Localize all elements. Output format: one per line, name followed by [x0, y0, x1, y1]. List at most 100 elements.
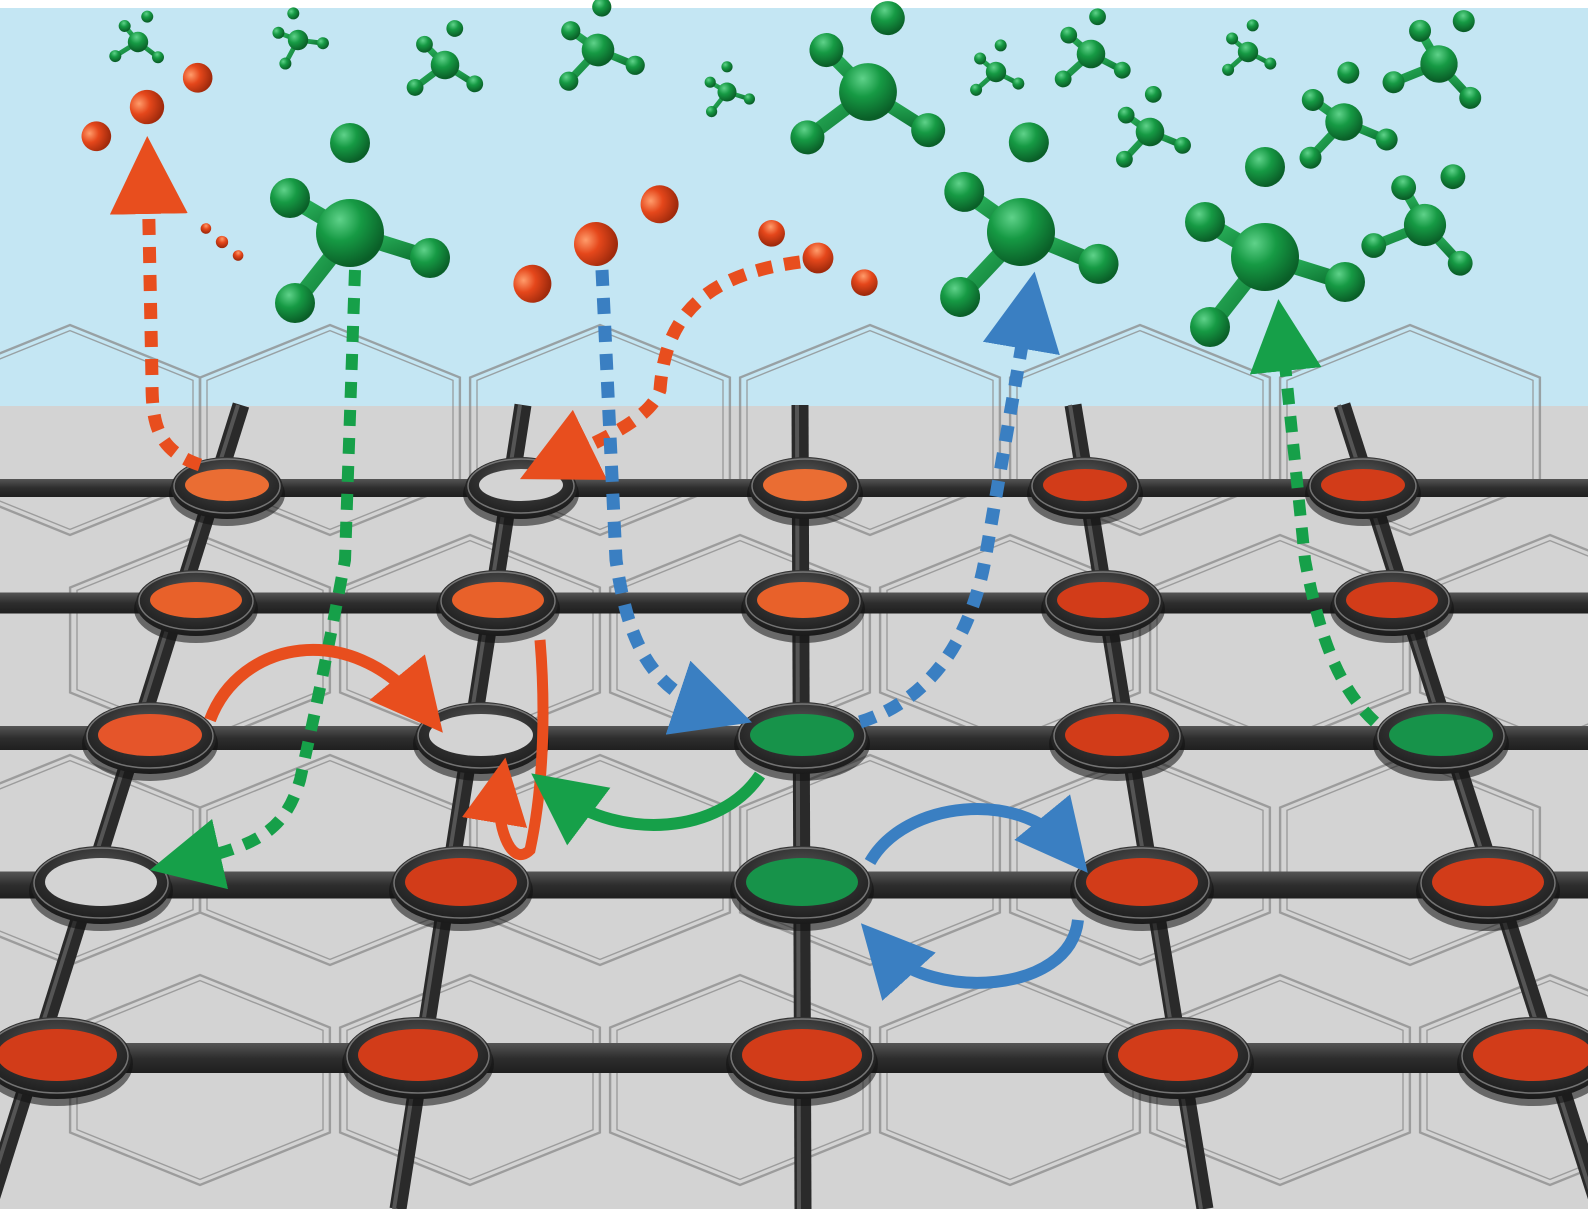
molecule-atom: [1337, 61, 1360, 84]
lattice-site-red: [1330, 570, 1454, 643]
site-fill: [185, 469, 269, 501]
lattice-site-green: [734, 702, 870, 781]
molecule-atom: [1361, 233, 1387, 258]
molecule-atom: [790, 120, 825, 155]
molecule-atom: [1089, 8, 1106, 26]
molecule-atom: [625, 55, 645, 75]
lattice-site-red: [726, 1017, 878, 1106]
framework-ring-inner: [1286, 759, 1534, 961]
framework-ring: [608, 973, 872, 1187]
molecule-atom: [1391, 175, 1417, 201]
site-ring-highlight: [1420, 847, 1556, 919]
molecule-atom: [232, 250, 244, 261]
tetrahedral-molecule: [1361, 164, 1473, 276]
tetrahedral-molecule: [1299, 61, 1398, 169]
molecule-center-atom: [1231, 223, 1299, 291]
molecule-center-atom: [574, 222, 618, 266]
molecule-atom: [416, 35, 433, 53]
molecule-atom: [1117, 106, 1135, 124]
framework-ring: [1278, 323, 1542, 537]
tetrahedral-molecule: [1382, 10, 1482, 109]
molecule-atom: [1409, 19, 1432, 42]
molecule-atom: [1174, 136, 1191, 154]
molecule-atom: [513, 264, 552, 303]
molecule-atom: [287, 7, 300, 20]
lattice-site-red: [1027, 457, 1143, 526]
tetrahedral-molecule: [1185, 147, 1365, 347]
molecule-atom: [406, 79, 424, 96]
site-fill: [45, 858, 157, 906]
site-ring-highlight: [738, 703, 866, 769]
molecule-center-atom: [1076, 39, 1106, 69]
site-ring-highlight: [1334, 571, 1450, 631]
site-ring-highlight: [1031, 458, 1139, 514]
molecule-center-atom: [581, 33, 615, 67]
molecule-center-atom: [430, 50, 460, 80]
site-fill: [1057, 582, 1149, 618]
molecule-atom: [446, 20, 464, 37]
molecule-center-atom: [1325, 103, 1363, 141]
framework-ring: [1418, 973, 1588, 1187]
site-ring-highlight: [1461, 1018, 1588, 1094]
site-ring-highlight: [1377, 703, 1505, 769]
lattice-site-red: [1070, 846, 1214, 931]
site-ring-highlight: [173, 458, 281, 514]
molecule-atom: [81, 121, 112, 152]
framework-ring-inner: [1286, 329, 1534, 531]
lattice-site-red: [342, 1017, 494, 1106]
molecule-atom: [1226, 32, 1239, 45]
framework-ring: [198, 323, 462, 537]
tetrahedral-molecule: [1054, 8, 1131, 88]
molecule-atom: [141, 10, 154, 23]
molecule-atom: [410, 238, 450, 278]
lattice-site-red: [389, 846, 533, 931]
desorption-arrow-orange: [109, 136, 203, 472]
adsorption-arrow-orange: [519, 255, 801, 480]
molecule-atom: [758, 220, 785, 247]
molecule-atom: [279, 57, 292, 70]
molecule-atom: [1246, 19, 1259, 32]
site-ring-highlight: [1045, 571, 1161, 631]
lattice-site-empty: [463, 457, 579, 526]
lattice-sites: [0, 457, 1588, 1106]
site-ring-highlight: [393, 847, 529, 919]
molecule-center-atom: [1403, 203, 1447, 247]
molecule-atom: [1375, 128, 1398, 151]
framework-ring: [738, 323, 1002, 537]
tetrahedral-molecule: [559, 0, 645, 91]
gas-molecules: [81, 0, 1482, 347]
molecule-atom: [970, 83, 983, 96]
lattice-site-orange: [169, 457, 285, 526]
molecule-atom: [275, 283, 315, 323]
molecule-atom: [200, 223, 212, 234]
site-ring-highlight: [86, 703, 214, 769]
molecule-center-atom: [316, 199, 384, 267]
molecule-atom: [1325, 262, 1365, 302]
lattice-site-orange: [747, 457, 863, 526]
site-ring-highlight: [440, 571, 556, 631]
site-ring-highlight: [138, 571, 254, 631]
molecule-atom: [151, 51, 164, 64]
lattice-site-red: [1041, 570, 1165, 643]
site-exchange-arrow-blue: [860, 918, 1084, 1001]
site-ring-highlight: [1074, 847, 1210, 919]
molecule-atom: [1264, 57, 1277, 70]
diatomic-chain-molecule: [758, 220, 878, 296]
site-fill: [0, 1029, 117, 1081]
site-fill: [742, 1029, 862, 1081]
lattice-site-empty: [413, 702, 549, 781]
framework-ring: [338, 973, 602, 1187]
site-exchange-arrow-blue: [864, 794, 1088, 873]
molecule-atom: [1447, 250, 1473, 276]
molecule-atom: [270, 178, 310, 218]
molecule-atom: [592, 0, 612, 17]
molecule-atom: [1452, 10, 1475, 33]
molecule-atom: [911, 113, 946, 148]
site-fill: [358, 1029, 478, 1081]
site-fill: [1043, 469, 1127, 501]
molecule-atom: [109, 50, 122, 63]
molecule-atom: [640, 185, 679, 224]
molecule-center-atom: [287, 29, 309, 51]
adsorption-arrow-green: [149, 269, 361, 890]
diatomic-chain-molecule: [200, 223, 244, 261]
